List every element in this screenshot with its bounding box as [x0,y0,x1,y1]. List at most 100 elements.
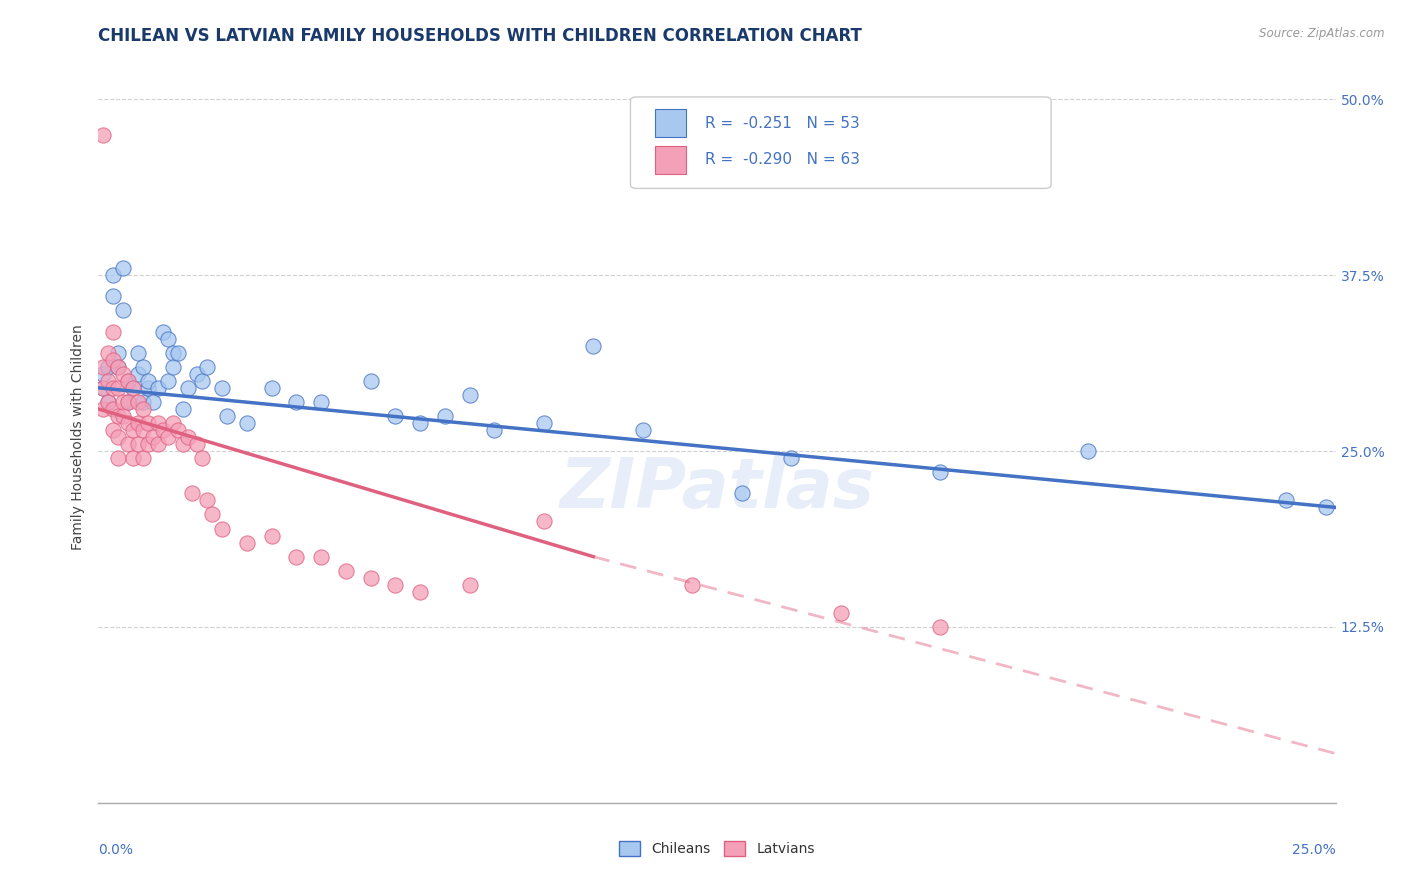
Point [191,451,214,466]
Point [146,437,169,451]
Point [117,374,139,388]
Point [136,381,159,395]
Point [107,430,129,444]
Point [142,430,165,444]
Point [103,289,125,303]
Point [309,549,332,564]
Text: R =  -0.290   N = 63: R = -0.290 N = 63 [704,153,859,168]
Point [107,345,129,359]
Point [409,416,432,430]
Point [780,451,803,466]
Point [146,416,169,430]
Point [1315,500,1337,515]
Point [117,437,139,451]
Point [97,395,120,409]
Point [93,381,115,395]
Point [112,367,135,381]
Point [533,416,555,430]
Text: Source: ZipAtlas.com: Source: ZipAtlas.com [1260,27,1385,40]
Point [458,578,481,592]
Point [103,325,125,339]
Point [156,332,179,346]
Point [236,535,259,549]
Point [631,423,654,437]
Point [136,416,159,430]
Point [132,451,155,466]
Point [132,395,155,409]
Point [335,564,357,578]
Point [201,508,224,522]
Point [122,381,145,395]
Point [122,381,145,395]
Point [172,437,194,451]
Point [1275,493,1298,508]
Text: ZIPatlas: ZIPatlas [560,455,875,522]
Point [309,395,332,409]
Point [127,367,149,381]
Point [384,409,406,423]
Point [172,401,194,416]
Point [107,359,129,374]
Point [103,352,125,367]
Point [384,578,406,592]
Point [112,409,135,423]
Point [166,423,188,437]
Point [195,359,218,374]
Point [103,423,125,437]
Point [458,388,481,402]
Point [127,416,149,430]
Point [132,423,155,437]
Point [156,430,179,444]
Point [93,359,115,374]
Point [1077,444,1099,458]
Point [211,381,233,395]
Point [533,515,555,529]
Point [122,423,145,437]
Point [731,486,754,500]
Point [117,395,139,409]
Point [186,437,208,451]
Point [176,430,198,444]
Text: 25.0%: 25.0% [1292,843,1336,857]
Point [146,381,169,395]
Legend: Chileans, Latvians: Chileans, Latvians [614,836,820,862]
Point [433,409,456,423]
Point [484,423,506,437]
Point [191,374,214,388]
FancyBboxPatch shape [630,97,1052,188]
Point [122,451,145,466]
Point [107,381,129,395]
Y-axis label: Family Households with Children: Family Households with Children [72,324,86,550]
Bar [655,110,686,137]
Point [107,409,129,423]
Point [582,339,605,353]
Point [97,374,120,388]
Point [162,359,184,374]
Point [360,571,382,585]
Text: R =  -0.251   N = 53: R = -0.251 N = 53 [704,116,859,131]
Point [112,395,135,409]
Point [162,345,184,359]
Point [186,367,208,381]
Point [211,521,233,535]
Point [217,409,239,423]
Point [93,381,115,395]
Point [107,359,129,374]
Point [103,401,125,416]
Point [142,395,165,409]
Point [97,345,120,359]
Point [928,620,950,634]
Point [195,493,218,508]
Point [132,359,155,374]
Point [117,395,139,409]
Point [97,395,120,409]
Point [97,359,120,374]
Point [112,303,135,318]
Point [830,606,852,620]
Point [181,486,204,500]
Point [103,381,125,395]
Text: CHILEAN VS LATVIAN FAMILY HOUSEHOLDS WITH CHILDREN CORRELATION CHART: CHILEAN VS LATVIAN FAMILY HOUSEHOLDS WIT… [98,27,862,45]
Point [152,423,174,437]
Point [260,528,283,542]
Point [166,345,188,359]
